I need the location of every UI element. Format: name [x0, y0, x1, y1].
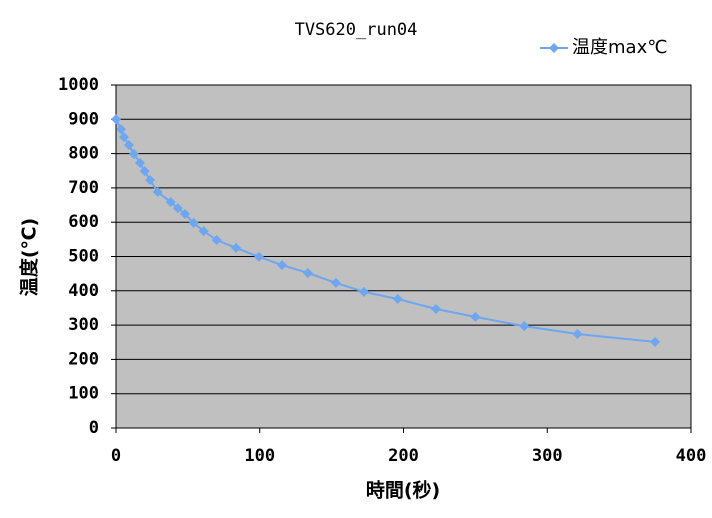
y-tick-label: 300	[68, 315, 99, 335]
x-tick-label: 400	[676, 446, 707, 466]
y-tick-label: 0	[89, 418, 99, 438]
data-point	[519, 321, 530, 332]
data-point	[139, 166, 150, 177]
data-point	[572, 329, 583, 340]
data-point	[123, 140, 134, 151]
data-point	[116, 124, 127, 135]
x-tick-label: 200	[388, 446, 419, 466]
data-point	[231, 242, 242, 253]
data-point	[188, 217, 199, 228]
data-point	[650, 336, 661, 347]
y-tick-label: 100	[68, 384, 99, 404]
y-tick-label: 400	[68, 281, 99, 301]
data-point	[111, 114, 121, 125]
x-tick-label: 0	[111, 446, 121, 466]
y-tick-label: 500	[68, 247, 99, 267]
y-axis-label: 温度(℃)	[18, 218, 41, 296]
x-tick-label: 100	[244, 446, 275, 466]
data-point	[172, 203, 183, 214]
data-point	[135, 157, 146, 168]
data-point	[165, 196, 176, 207]
y-tick-label: 1000	[58, 75, 99, 95]
chart-title: TVS620_run04	[295, 20, 418, 40]
data-point	[128, 148, 139, 159]
data-point	[470, 311, 481, 322]
y-tick-label: 800	[68, 144, 99, 164]
data-point	[152, 187, 163, 198]
data-point	[277, 260, 288, 271]
y-tick-label: 200	[68, 349, 99, 369]
data-point	[145, 175, 156, 186]
data-point	[198, 226, 209, 237]
legend-marker	[549, 43, 559, 53]
data-point	[430, 303, 441, 314]
data-point	[302, 267, 313, 278]
x-tick-label: 300	[532, 446, 563, 466]
y-tick-label: 900	[68, 109, 99, 129]
x-axis-label: 時間(秒)	[366, 479, 440, 502]
data-point	[180, 208, 190, 219]
y-tick-label: 700	[68, 178, 99, 198]
data-point	[254, 251, 265, 262]
data-point	[211, 235, 222, 246]
data-point	[330, 277, 341, 288]
y-tick-label: 600	[68, 212, 99, 232]
legend-label: 温度max℃	[572, 37, 667, 58]
data-point	[358, 286, 369, 297]
data-point	[119, 132, 130, 143]
data-point	[392, 294, 403, 305]
